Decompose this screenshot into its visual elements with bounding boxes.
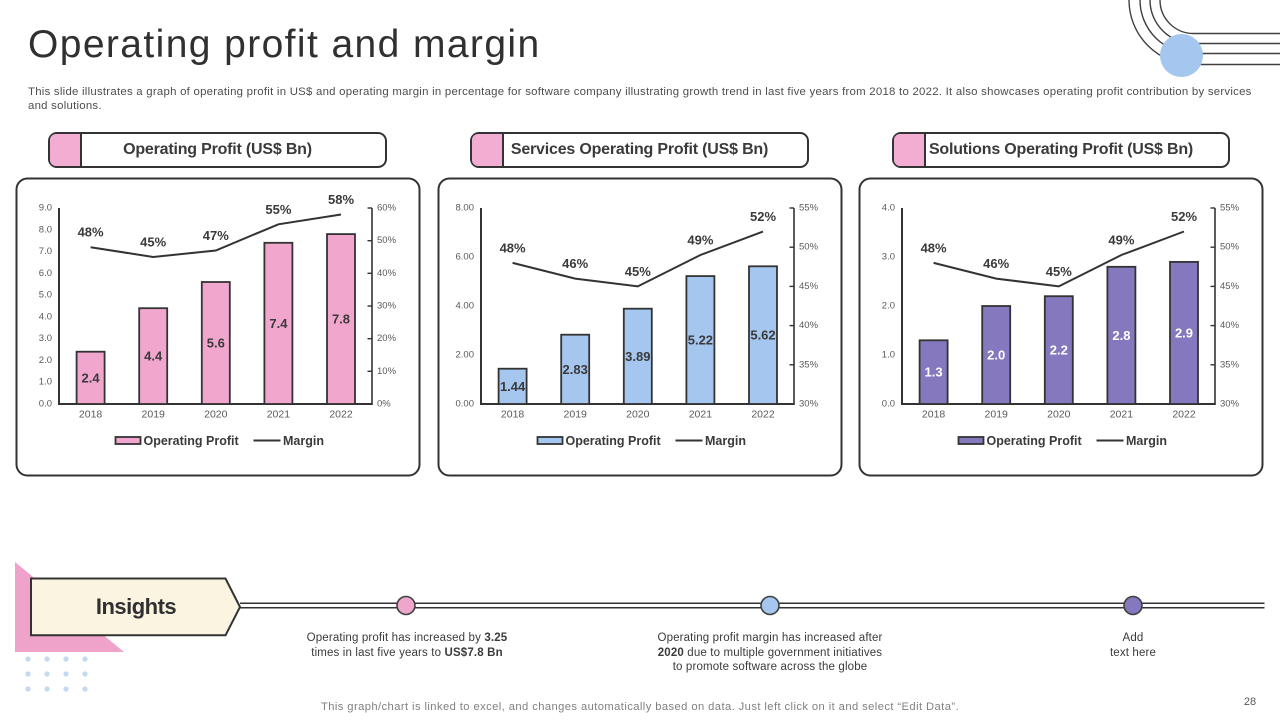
svg-text:2021: 2021 (267, 408, 291, 420)
svg-text:4.0: 4.0 (39, 311, 52, 322)
svg-text:2020: 2020 (626, 408, 650, 420)
svg-text:3.0: 3.0 (882, 251, 895, 262)
svg-text:8.0: 8.0 (39, 224, 52, 235)
svg-text:2.4: 2.4 (82, 370, 101, 385)
svg-text:7.4: 7.4 (269, 315, 288, 330)
svg-text:0%: 0% (377, 398, 391, 409)
svg-text:45%: 45% (1046, 263, 1072, 278)
svg-text:48%: 48% (500, 240, 526, 255)
svg-text:30%: 30% (1220, 398, 1240, 409)
svg-text:2022: 2022 (751, 408, 775, 420)
svg-text:2018: 2018 (79, 408, 103, 420)
svg-text:2020: 2020 (204, 408, 228, 420)
svg-text:2.0: 2.0 (39, 354, 52, 365)
svg-text:Operating Profit: Operating Profit (144, 433, 240, 447)
svg-text:4.0: 4.0 (882, 202, 895, 213)
svg-text:2.83: 2.83 (563, 361, 588, 376)
svg-text:2.00: 2.00 (456, 349, 475, 360)
svg-text:Margin: Margin (705, 433, 746, 447)
svg-text:45%: 45% (1220, 280, 1240, 291)
svg-text:2019: 2019 (985, 408, 1009, 420)
svg-text:2018: 2018 (922, 408, 946, 420)
svg-text:5.62: 5.62 (750, 327, 775, 342)
svg-text:60%: 60% (377, 202, 397, 213)
svg-text:Operating Profit: Operating Profit (987, 433, 1083, 447)
svg-text:30%: 30% (377, 300, 397, 311)
svg-text:5.0: 5.0 (39, 289, 52, 300)
svg-text:49%: 49% (1108, 232, 1134, 247)
svg-text:2022: 2022 (329, 408, 353, 420)
svg-text:40%: 40% (1220, 320, 1240, 331)
svg-text:49%: 49% (687, 232, 713, 247)
svg-text:0.00: 0.00 (456, 398, 475, 409)
svg-text:45%: 45% (140, 234, 166, 249)
svg-text:7.0: 7.0 (39, 246, 52, 257)
svg-text:2.0: 2.0 (882, 300, 895, 311)
svg-text:3.0: 3.0 (39, 333, 52, 344)
svg-text:50%: 50% (799, 241, 819, 252)
svg-text:2021: 2021 (689, 408, 713, 420)
svg-text:2021: 2021 (1110, 408, 1134, 420)
svg-text:2.8: 2.8 (1112, 327, 1130, 342)
svg-text:6.00: 6.00 (456, 251, 475, 262)
svg-text:0.0: 0.0 (39, 398, 52, 409)
svg-text:35%: 35% (799, 359, 819, 370)
svg-text:52%: 52% (1171, 209, 1197, 224)
svg-text:1.3: 1.3 (925, 364, 943, 379)
svg-text:2019: 2019 (142, 408, 166, 420)
svg-text:1.0: 1.0 (39, 376, 52, 387)
svg-text:45%: 45% (625, 263, 651, 278)
svg-text:5.6: 5.6 (207, 335, 225, 350)
svg-text:7.8: 7.8 (332, 311, 350, 326)
svg-text:47%: 47% (203, 228, 229, 243)
svg-text:35%: 35% (1220, 359, 1240, 370)
svg-text:0.0: 0.0 (882, 398, 895, 409)
svg-text:4.4: 4.4 (144, 348, 163, 363)
svg-text:45%: 45% (799, 280, 819, 291)
svg-text:4.00: 4.00 (456, 300, 475, 311)
svg-text:40%: 40% (799, 320, 819, 331)
svg-text:48%: 48% (921, 240, 947, 255)
svg-text:1.0: 1.0 (882, 349, 895, 360)
svg-text:20%: 20% (377, 333, 397, 344)
svg-text:6.0: 6.0 (39, 267, 52, 278)
svg-text:2019: 2019 (564, 408, 588, 420)
svg-text:55%: 55% (265, 201, 291, 216)
svg-text:10%: 10% (377, 365, 397, 376)
svg-text:2.0: 2.0 (987, 347, 1005, 362)
svg-text:2018: 2018 (501, 408, 525, 420)
svg-text:52%: 52% (750, 209, 776, 224)
svg-text:5.22: 5.22 (688, 332, 713, 347)
svg-text:Margin: Margin (283, 433, 324, 447)
svg-text:46%: 46% (983, 256, 1009, 271)
svg-text:30%: 30% (799, 398, 819, 409)
svg-text:Margin: Margin (1126, 433, 1167, 447)
svg-text:1.44: 1.44 (500, 378, 526, 393)
svg-text:46%: 46% (562, 256, 588, 271)
svg-text:2020: 2020 (1047, 408, 1071, 420)
svg-text:8.00: 8.00 (456, 202, 475, 213)
svg-text:55%: 55% (1220, 202, 1240, 213)
svg-text:2.2: 2.2 (1050, 342, 1068, 357)
svg-text:50%: 50% (377, 235, 397, 246)
svg-text:2.9: 2.9 (1175, 325, 1193, 340)
svg-text:3.89: 3.89 (625, 348, 650, 363)
svg-text:9.0: 9.0 (39, 202, 52, 213)
svg-text:48%: 48% (78, 224, 104, 239)
svg-text:55%: 55% (799, 202, 819, 213)
svg-text:40%: 40% (377, 267, 397, 278)
svg-text:Operating Profit: Operating Profit (566, 433, 662, 447)
svg-text:50%: 50% (1220, 241, 1240, 252)
svg-text:2022: 2022 (1172, 408, 1196, 420)
svg-text:58%: 58% (328, 192, 354, 207)
